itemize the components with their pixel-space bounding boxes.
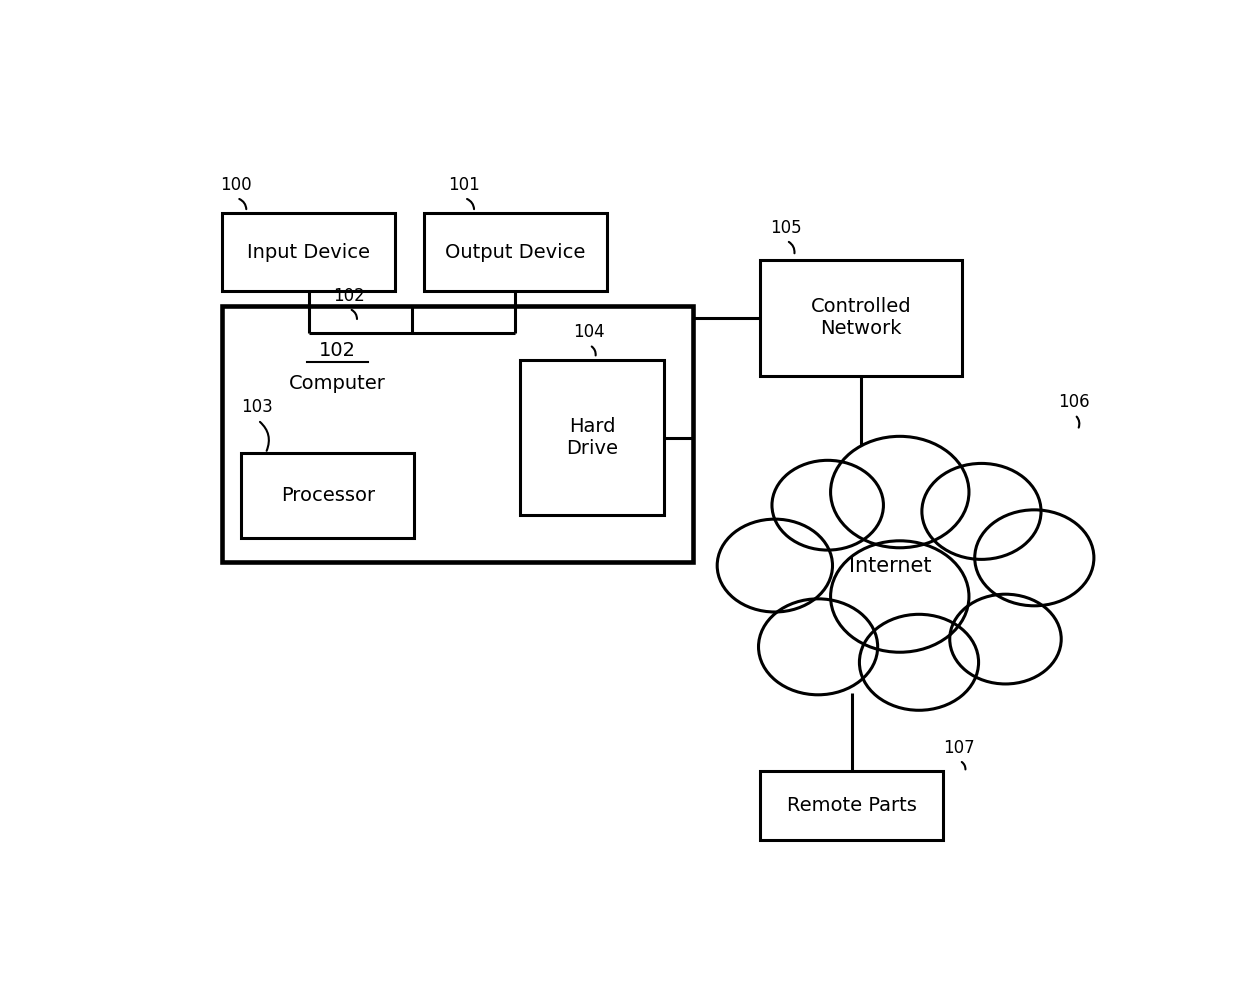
Circle shape xyxy=(859,614,978,711)
FancyArrowPatch shape xyxy=(1076,417,1079,427)
Circle shape xyxy=(831,436,968,548)
FancyArrowPatch shape xyxy=(789,242,795,253)
Text: Remote Parts: Remote Parts xyxy=(787,796,916,815)
Text: Processor: Processor xyxy=(281,486,374,506)
Text: 104: 104 xyxy=(573,324,605,341)
FancyBboxPatch shape xyxy=(222,213,396,290)
FancyBboxPatch shape xyxy=(242,453,414,539)
Circle shape xyxy=(831,541,968,652)
FancyArrowPatch shape xyxy=(962,762,966,770)
FancyBboxPatch shape xyxy=(424,213,606,290)
Text: 103: 103 xyxy=(242,398,273,416)
Text: 102: 102 xyxy=(332,286,365,305)
Text: Controlled
Network: Controlled Network xyxy=(811,297,911,339)
FancyArrowPatch shape xyxy=(260,422,269,451)
Text: Internet: Internet xyxy=(849,556,931,576)
Circle shape xyxy=(717,520,832,612)
Text: 107: 107 xyxy=(942,739,975,757)
FancyArrowPatch shape xyxy=(591,347,595,356)
Text: 102: 102 xyxy=(319,342,356,361)
Text: Hard
Drive: Hard Drive xyxy=(567,417,619,458)
FancyBboxPatch shape xyxy=(222,307,693,562)
FancyArrowPatch shape xyxy=(352,310,357,319)
Circle shape xyxy=(759,599,878,694)
FancyBboxPatch shape xyxy=(760,771,944,840)
FancyBboxPatch shape xyxy=(760,260,962,376)
Text: 101: 101 xyxy=(448,176,480,194)
FancyArrowPatch shape xyxy=(239,199,247,209)
Text: 105: 105 xyxy=(770,219,802,236)
Circle shape xyxy=(921,463,1042,560)
FancyArrowPatch shape xyxy=(467,199,474,209)
Text: 106: 106 xyxy=(1058,393,1090,411)
Text: Input Device: Input Device xyxy=(247,242,371,261)
Text: Computer: Computer xyxy=(289,374,386,393)
Circle shape xyxy=(950,594,1061,684)
FancyBboxPatch shape xyxy=(521,361,665,516)
Text: 100: 100 xyxy=(221,176,252,194)
Text: Output Device: Output Device xyxy=(445,242,585,261)
Circle shape xyxy=(773,460,883,550)
Circle shape xyxy=(975,510,1094,606)
